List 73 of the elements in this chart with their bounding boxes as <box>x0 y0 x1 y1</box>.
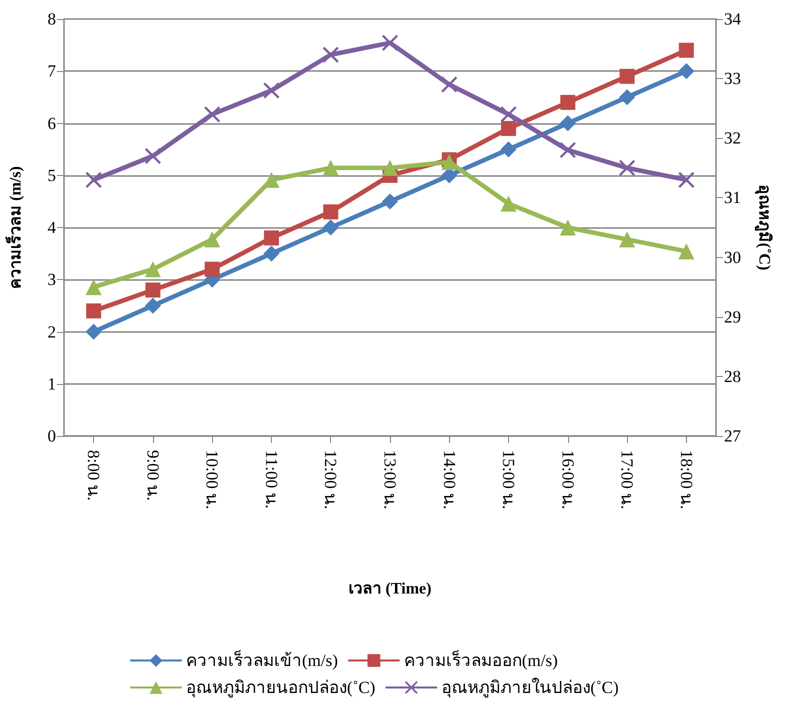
point <box>500 196 517 212</box>
x-tick-label: 10:00 น. <box>202 450 222 510</box>
y2-tick-label: 31 <box>724 188 741 208</box>
legend-label: ความเร็วลมเข้า(m/s) <box>186 649 338 670</box>
point <box>620 68 635 84</box>
y2-tick-label: 27 <box>724 426 742 446</box>
y-tick-label: 4 <box>48 218 56 237</box>
x-tick-label: 9:00 น. <box>143 450 162 501</box>
point <box>500 141 517 158</box>
point <box>678 172 694 188</box>
x-tick-label: 17:00 น. <box>618 450 637 510</box>
point <box>560 220 576 236</box>
point <box>501 120 516 136</box>
legend-label: อุณหภูมิภายนอกปล่อง(˚C) <box>186 678 376 698</box>
x-tick-label: 11:00 น. <box>262 450 281 509</box>
y-tick-label: 8 <box>48 10 56 28</box>
point <box>263 82 280 98</box>
y-tick-label: 6 <box>48 114 56 133</box>
point <box>560 94 576 110</box>
y-tick-label: 5 <box>48 166 56 185</box>
y-tick-label: 1 <box>48 374 56 394</box>
point <box>322 220 339 236</box>
x-tick-label: 12:00 น. <box>321 450 340 510</box>
point <box>678 63 694 80</box>
point <box>145 282 160 298</box>
point <box>86 324 102 340</box>
point <box>382 193 398 210</box>
point <box>382 160 398 176</box>
point <box>86 172 102 188</box>
point <box>323 204 338 220</box>
x-tick-label: 14:00 น. <box>440 450 459 510</box>
point <box>678 42 694 58</box>
point <box>204 262 220 277</box>
point <box>441 76 458 93</box>
point <box>500 106 517 122</box>
x-tick-label: 8:00 น. <box>84 450 104 501</box>
y2-axis-title: อุณหภูมิ(˚C) <box>754 184 774 270</box>
legend-label: ความเร็วลมออก(m/s) <box>404 649 558 670</box>
point <box>322 46 339 63</box>
y2-tick-label: 29 <box>724 307 741 326</box>
x-tick-label: 15:00 น. <box>499 450 518 510</box>
y-tick-label: 7 <box>48 62 56 81</box>
x-tick-label: 16:00 น. <box>558 450 578 510</box>
y2-tick-label: 32 <box>724 128 741 148</box>
point <box>560 142 576 158</box>
point <box>619 89 636 106</box>
point <box>678 243 694 260</box>
y2-tick-label: 33 <box>724 69 741 88</box>
point <box>560 115 576 132</box>
y-tick-label: 0 <box>48 426 56 446</box>
y-tick-label: 2 <box>48 322 56 342</box>
point <box>144 261 161 278</box>
y2-tick-label: 28 <box>724 366 741 386</box>
point <box>382 34 398 51</box>
point <box>619 231 636 248</box>
y-axis-title: ความเร็วลม (m/s) <box>4 166 24 289</box>
point <box>86 279 102 296</box>
point <box>204 231 220 248</box>
point <box>144 298 161 314</box>
point <box>86 303 102 318</box>
x-axis-title: เวลา (Time) <box>348 580 432 598</box>
point <box>204 106 220 122</box>
point <box>264 230 279 246</box>
x-tick-label: 18:00 น. <box>676 450 696 510</box>
y-tick-label: 3 <box>48 270 56 290</box>
point <box>322 160 339 176</box>
point <box>263 246 280 262</box>
x-tick-label: 13:00 น. <box>380 450 400 510</box>
point <box>144 148 161 164</box>
y2-tick-label: 34 <box>724 10 742 28</box>
point <box>619 160 636 176</box>
y2-tick-label: 30 <box>724 248 741 267</box>
legend-label: อุณหภูมิภายในปล่อง(˚C) <box>441 677 619 698</box>
